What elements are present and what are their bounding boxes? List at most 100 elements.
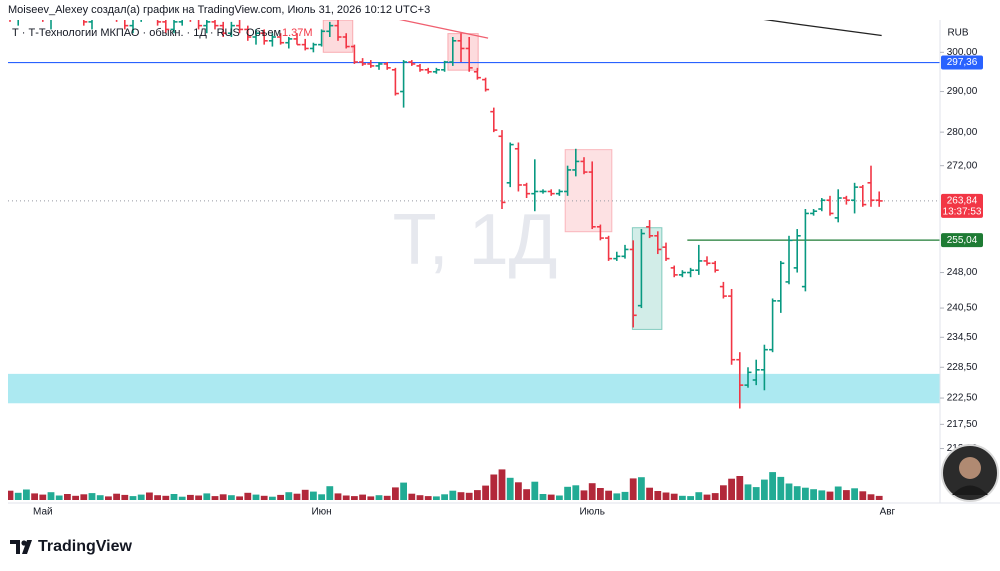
y-tick-label: 300,00	[947, 47, 978, 58]
volume-bar	[211, 496, 219, 500]
legend-volume-label: Объем	[246, 27, 281, 39]
volume-bar	[859, 491, 867, 500]
volume-bar	[351, 496, 358, 500]
volume-bar	[252, 494, 260, 500]
y-tick-label: 248,00	[947, 267, 978, 278]
legend-symbol: Т · Т-Технологии МКПАО · обыкн. · 1Д · R…	[12, 27, 240, 39]
branding: TradingView	[10, 538, 133, 555]
volume-bar	[433, 496, 440, 500]
volume-bar	[31, 493, 38, 500]
zone	[8, 373, 940, 404]
last-price-label: 263,84	[947, 196, 978, 207]
volume-bar	[293, 493, 301, 500]
volume-bar	[547, 494, 555, 500]
volume-bar	[474, 490, 481, 500]
volume-bar	[711, 493, 719, 500]
level-label: 297,36	[947, 57, 978, 68]
volume-bar	[449, 490, 457, 500]
x-tick-label: Май	[33, 507, 53, 518]
y-tick-label: 290,00	[947, 86, 978, 97]
volume-bar	[424, 496, 432, 500]
x-tick-label: Июн	[311, 507, 331, 518]
volume-bar	[195, 495, 202, 500]
volume-bar	[728, 478, 735, 500]
volume-bar	[621, 491, 629, 500]
volume-bar	[367, 496, 375, 500]
volume-bar	[178, 496, 186, 500]
volume-bar	[96, 495, 104, 500]
brand-name: TradingView	[38, 538, 133, 555]
volume-bar	[826, 491, 834, 500]
volume-bar	[375, 495, 383, 500]
volume-bar	[416, 495, 424, 500]
volume-bar	[515, 482, 522, 500]
volume-bar	[80, 494, 88, 500]
volume-bar	[334, 493, 342, 500]
volume-bar	[137, 494, 145, 500]
volume-bar	[64, 494, 71, 500]
volume-bar	[556, 495, 563, 500]
volume-bar	[154, 495, 161, 500]
volume-bar	[277, 494, 284, 500]
indicator-line	[398, 20, 489, 39]
volume-bar	[170, 494, 178, 500]
volume-bar	[539, 494, 547, 500]
plot-area	[8, 20, 940, 500]
volume-bar	[228, 495, 235, 500]
last-price-box	[941, 193, 983, 218]
volume-bar	[383, 495, 391, 500]
volume-bar	[146, 492, 153, 500]
volume-bar	[785, 483, 793, 500]
zone	[564, 149, 613, 233]
volume-bar	[851, 488, 858, 500]
volume-bar	[564, 486, 571, 500]
volume-bar	[219, 494, 227, 500]
volume-bar	[638, 477, 645, 500]
logo-dot	[21, 540, 27, 546]
volume-bar	[326, 486, 334, 500]
indicator-line	[763, 20, 882, 37]
volume-bar	[531, 481, 539, 500]
y-tick-label: 280,00	[947, 127, 978, 138]
volume-bar	[465, 492, 473, 500]
volume-bar	[260, 495, 268, 500]
volume-bar	[187, 494, 194, 500]
volume-bar	[875, 495, 883, 500]
volume-bar	[646, 487, 653, 500]
volume-bar	[687, 496, 694, 500]
volume-bar	[703, 494, 711, 500]
volume-bar	[597, 488, 604, 500]
volume-bar	[736, 476, 744, 500]
volume-bar	[8, 490, 14, 500]
volume-bar	[588, 483, 596, 500]
price-axis: 300,00 290,00 280,00 272,00 248,00 240,50 234,…	[940, 47, 983, 454]
volume-bar	[88, 493, 96, 500]
volume-bar	[629, 478, 637, 500]
volume-bar	[777, 476, 785, 500]
watermark: Т, 1Д	[393, 200, 558, 280]
volume-bar	[613, 493, 621, 500]
volume-bar	[761, 479, 768, 500]
volume-bar	[498, 469, 506, 500]
volume-bar	[318, 494, 325, 500]
volume-bar	[236, 496, 243, 500]
volume-bar	[834, 486, 842, 500]
volume-bar	[654, 491, 662, 500]
volume-bar	[310, 491, 317, 500]
volume-bar	[523, 489, 530, 500]
volume-bar	[482, 485, 489, 500]
y-tick-label: 272,00	[947, 160, 978, 171]
legend-volume-value: 1.37M	[282, 27, 313, 39]
y-tick-label: 222,50	[947, 393, 978, 404]
currency: RUB	[947, 28, 968, 39]
volume-bar	[441, 494, 448, 500]
volume-bar	[605, 490, 612, 500]
volume-bar	[39, 494, 47, 500]
volume-bar	[408, 493, 416, 500]
volume-bar	[244, 492, 252, 500]
volume-bar	[400, 482, 407, 500]
volume-bar	[121, 494, 129, 500]
level-label: 255,04	[947, 235, 978, 246]
avatar-body	[952, 485, 988, 495]
